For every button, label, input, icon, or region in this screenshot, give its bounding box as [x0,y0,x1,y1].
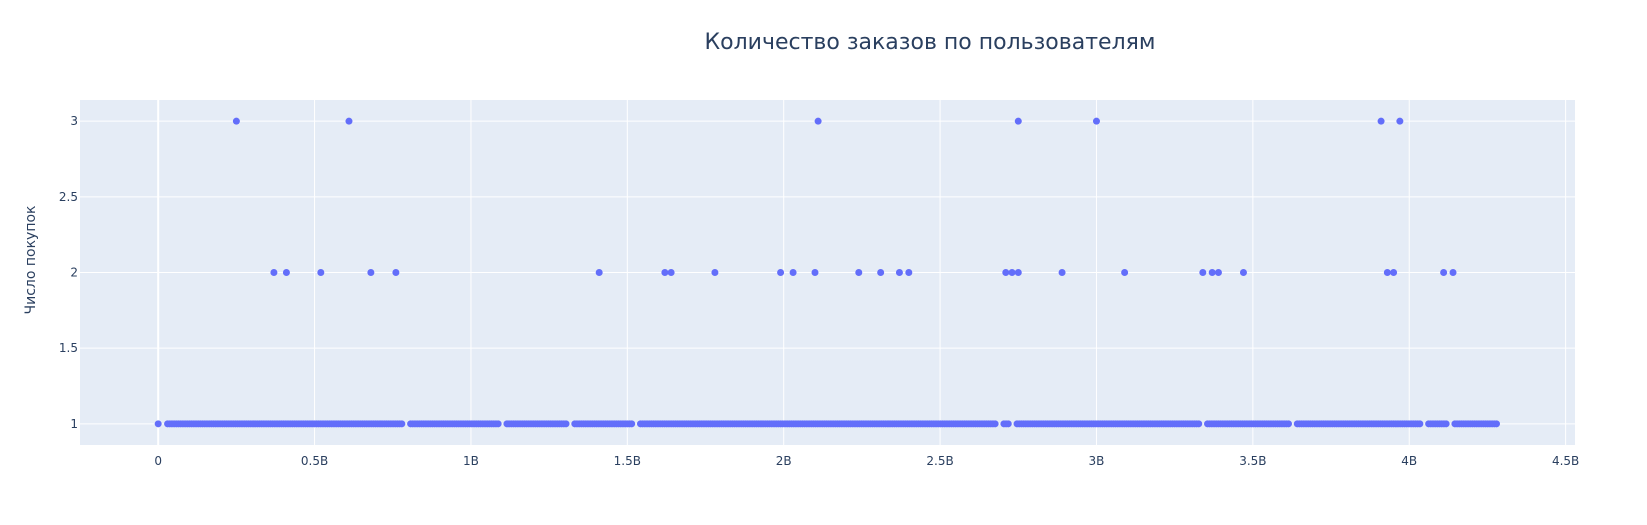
data-point [811,269,819,276]
data-point [595,269,603,276]
data-point [317,269,325,276]
data-point [1121,269,1129,276]
y-tick-label: 2.5 [59,190,78,204]
data-point [1390,269,1398,276]
data-point [1199,269,1207,276]
data-point [270,269,278,276]
y-tick-label: 1 [70,417,78,431]
x-tick-label: 3B [1089,454,1105,468]
points-layer [154,117,1500,428]
y-axis-title: Число покупок [23,206,39,315]
data-point [1416,420,1424,428]
data-point [1449,269,1457,276]
data-point [814,117,822,125]
data-point [154,420,162,428]
data-point [991,420,999,428]
data-point [1239,269,1247,276]
data-point [628,420,636,428]
data-point [1014,117,1022,125]
y-tick-label: 2 [70,266,78,280]
data-point [1442,420,1450,428]
data-point [282,269,290,276]
data-point [1492,420,1500,428]
data-point [398,420,406,428]
y-tick-label: 3 [70,114,78,128]
data-point [895,269,903,276]
data-point [232,117,240,125]
x-tick-label: 1B [463,454,479,468]
data-point [1208,269,1216,276]
data-point [855,269,863,276]
data-point [1002,269,1010,276]
data-point [789,269,797,276]
data-point [777,269,785,276]
data-point [1285,420,1293,428]
data-point [1004,420,1012,428]
data-point [1092,117,1100,125]
x-tick-label: 1.5B [614,454,641,468]
data-point [667,269,675,276]
chart-title: Количество заказов по пользователям [705,30,1156,55]
y-tick-label: 1.5 [59,341,78,355]
x-tick-label: 0 [154,454,162,468]
data-point [1014,269,1022,276]
data-point [1008,269,1016,276]
data-point [1214,269,1222,276]
x-tick-label: 2.5B [926,454,953,468]
data-point [1058,269,1066,276]
data-point [367,269,375,276]
x-tick-label: 4.5B [1552,454,1579,468]
data-point [562,420,570,428]
data-point [905,269,913,276]
data-point [711,269,719,276]
data-point [1195,420,1203,428]
x-axis-ticks: 0 0.5B 1B 1.5B 2B 2.5B 3B 3.5B 4B 4.5B [154,454,1579,468]
x-tick-label: 2B [776,454,792,468]
data-point [1440,269,1448,276]
data-point [392,269,400,276]
y-axis-ticks: 1 1.5 2 2.5 3 [59,114,78,431]
data-point [877,269,885,276]
x-tick-label: 3.5B [1239,454,1266,468]
x-tick-label: 0.5B [301,454,328,468]
data-point [1396,117,1404,125]
data-point [345,117,353,125]
data-point [1383,269,1391,276]
data-point [494,420,502,428]
data-point [1377,117,1385,125]
data-point [661,269,669,276]
x-tick-label: 4B [1401,454,1417,468]
